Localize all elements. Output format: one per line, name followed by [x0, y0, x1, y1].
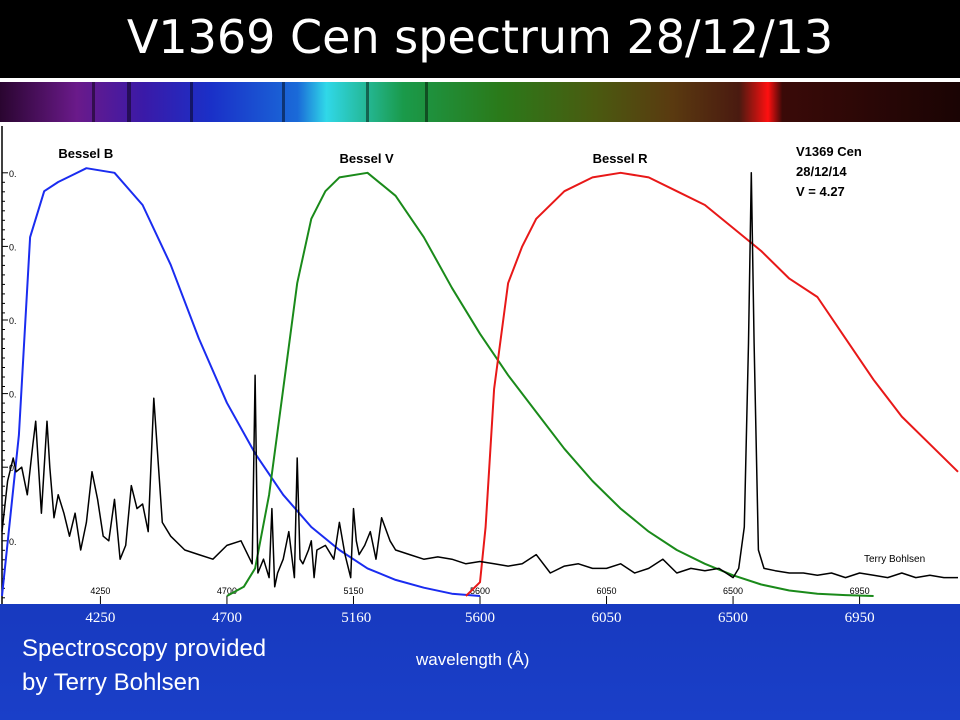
x-axis-label: wavelength (Å) [416, 650, 530, 669]
series-line-spectrum [1, 172, 958, 588]
plot-area: 0. 0. 0. 0. 0. 0. 4250 4700 5150 5600 6050 6500 695… [0, 126, 960, 604]
page-title: V1369 Cen spectrum 28/12/13 [126, 10, 834, 64]
title-bar [0, 0, 960, 78]
x-tick-label-inner: 6500 [723, 586, 743, 596]
x-tick-label-inner: 5600 [470, 586, 490, 596]
annotation-date: 28/12/14 [796, 164, 847, 179]
annotation-star: V1369 Cen [796, 144, 862, 159]
series-label: Bessel V [340, 151, 395, 166]
x-tick-label: 5160 [341, 610, 372, 626]
series-label: Bessel B [58, 146, 113, 161]
x-tick-label: 6500 [718, 610, 749, 626]
x-tick-label: 6950 [844, 610, 875, 626]
x-tick-label-inner: 6050 [597, 586, 617, 596]
y-tick-label: 0. [9, 463, 17, 473]
x-tick-label-inner: 6950 [850, 586, 870, 596]
x-tick-label-inner: 4700 [217, 586, 237, 596]
x-tick-label: 4250 [85, 610, 116, 626]
annotation-magnitude: V = 4.27 [796, 184, 845, 199]
y-tick-label: 0. [9, 537, 17, 547]
spectrum-color-strip [0, 78, 960, 126]
y-tick-label: 0. [9, 316, 17, 326]
x-tick-label: 4700 [211, 610, 242, 626]
credit-line-2: by Terry Bohlsen [22, 669, 201, 696]
series-line-bessel-v [226, 171, 874, 597]
chart: 0. 0. 0. 0. 0. 0. 4250 4700 5150 5600 6050 6500 695… [1, 126, 959, 604]
annotation-author: Terry Bohlsen [864, 554, 925, 565]
x-tick-label-inner: 5150 [343, 586, 363, 596]
x-tick-label: 6050 [591, 610, 622, 626]
series-line-bessel-r [465, 171, 959, 597]
credit-text: Spectroscopy provided by Terry Bohlsen [22, 632, 332, 700]
x-tick-label: 5600 [465, 610, 495, 626]
y-tick-label: 0. [9, 390, 17, 400]
y-tick-label: 0. [9, 242, 17, 252]
x-tick-label-inner: 4250 [90, 586, 110, 596]
credit-line-1: Spectroscopy provided [22, 635, 267, 662]
series-line-bessel-b [1, 167, 481, 597]
series-label: Bessel R [593, 151, 649, 166]
y-tick-label: 0. [9, 169, 17, 179]
